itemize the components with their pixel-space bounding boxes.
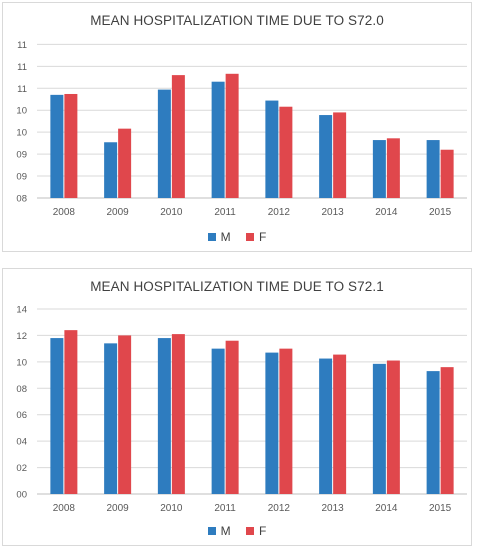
legend-item-m: M [207, 524, 231, 538]
x-tick-label: 2015 [429, 503, 452, 514]
x-tick-label: 2008 [53, 207, 76, 218]
x-tick-label: 2012 [268, 503, 291, 514]
bar-f-2012 [279, 106, 293, 198]
bar-m-2010 [157, 338, 171, 494]
x-tick-label: 2011 [214, 207, 236, 218]
bar-m-2008 [50, 338, 64, 494]
x-tick-label: 2014 [375, 207, 398, 218]
chart-legend: M F [3, 230, 471, 244]
bar-f-2013 [333, 354, 347, 494]
bar-f-2009 [118, 128, 132, 198]
legend-swatch-m [207, 233, 216, 241]
bar-f-2014 [386, 138, 400, 198]
legend-label-f: F [259, 230, 267, 244]
x-tick-label: 2013 [322, 207, 345, 218]
x-tick-label: 2010 [160, 503, 183, 514]
x-tick-label: 2011 [214, 503, 236, 514]
bar-f-2013 [333, 112, 347, 198]
x-tick-label: 2012 [268, 207, 291, 218]
y-tick-label: 06 [16, 410, 27, 421]
bar-m-2011 [211, 81, 225, 198]
bar-chart-s721: 00 02 04 06 08 10 12 14 2008 2009 2010 2011 2012 2013… [16, 305, 467, 514]
x-tick-label: 2009 [107, 503, 130, 514]
bar-m-2013 [319, 115, 333, 198]
bar-m-2015 [426, 371, 440, 494]
bar-m-2015 [426, 140, 440, 198]
y-tick-label: 11 [17, 40, 27, 51]
bar-m-2009 [104, 142, 118, 198]
y-tick-label: 14 [16, 305, 27, 316]
y-tick-label: 08 [16, 384, 27, 395]
legend-item-m: M [207, 230, 231, 244]
legend-swatch-f [246, 233, 254, 241]
legend-label-m: M [220, 230, 231, 244]
legend-swatch-f [246, 527, 254, 535]
y-tick-label: 10 [16, 128, 27, 139]
bar-f-2011 [225, 73, 239, 198]
bar-m-2011 [211, 348, 225, 494]
y-tick-label: 12 [16, 331, 27, 342]
bar-f-2009 [118, 335, 132, 494]
x-tick-label: 2013 [322, 503, 345, 514]
y-tick-label: 11 [17, 62, 27, 73]
chart-title: MEAN HOSPITALIZATION TIME DUE TO S72.1 [90, 279, 384, 294]
y-tick-label: 09 [16, 150, 27, 161]
y-tick-label: 10 [16, 357, 27, 368]
bar-f-2015 [440, 149, 454, 198]
y-tick-label: 09 [16, 172, 27, 183]
legend-item-f: F [246, 230, 266, 244]
y-tick-label: 04 [16, 437, 27, 448]
bar-m-2009 [104, 343, 118, 494]
chart-panel-s720: MEAN HOSPITALIZATION TIME DUE TO S72.0 0… [2, 2, 472, 252]
x-tick-label: 2015 [429, 207, 452, 218]
x-tick-label: 2010 [160, 207, 183, 218]
bar-f-2008 [64, 330, 78, 494]
x-tick-label: 2014 [375, 503, 398, 514]
bar-f-2010 [171, 75, 185, 198]
legend-item-f: F [246, 524, 266, 538]
bar-m-2014 [372, 363, 386, 494]
chart-legend: M F [3, 524, 471, 538]
bar-f-2015 [440, 367, 454, 494]
bar-m-2012 [265, 100, 279, 198]
legend-label-f: F [259, 524, 267, 538]
bar-m-2013 [319, 358, 333, 494]
bar-f-2008 [64, 93, 78, 198]
bar-m-2008 [50, 94, 64, 198]
y-tick-label: 00 [16, 490, 27, 501]
y-tick-label: 08 [16, 194, 27, 205]
bar-m-2010 [157, 89, 171, 198]
y-tick-label: 02 [16, 463, 27, 474]
bar-f-2011 [225, 340, 239, 494]
chart-title: MEAN HOSPITALIZATION TIME DUE TO S72.0 [90, 13, 384, 28]
bar-m-2012 [265, 352, 279, 494]
bar-m-2014 [372, 140, 386, 198]
y-tick-label: 10 [16, 106, 27, 117]
legend-swatch-m [207, 527, 216, 535]
chart-panel-s721: MEAN HOSPITALIZATION TIME DUE TO S72.1 0… [2, 268, 472, 546]
bar-f-2010 [171, 334, 185, 494]
x-tick-label: 2009 [107, 207, 130, 218]
x-tick-label: 2008 [53, 503, 76, 514]
bar-chart-s720: 08 09 09 10 10 11 11 11 2008 2009 2010 2011 2012 2013… [16, 40, 467, 218]
bar-f-2012 [279, 348, 293, 494]
y-tick-label: 11 [17, 84, 27, 95]
legend-label-m: M [220, 524, 231, 538]
bar-f-2014 [386, 360, 400, 494]
